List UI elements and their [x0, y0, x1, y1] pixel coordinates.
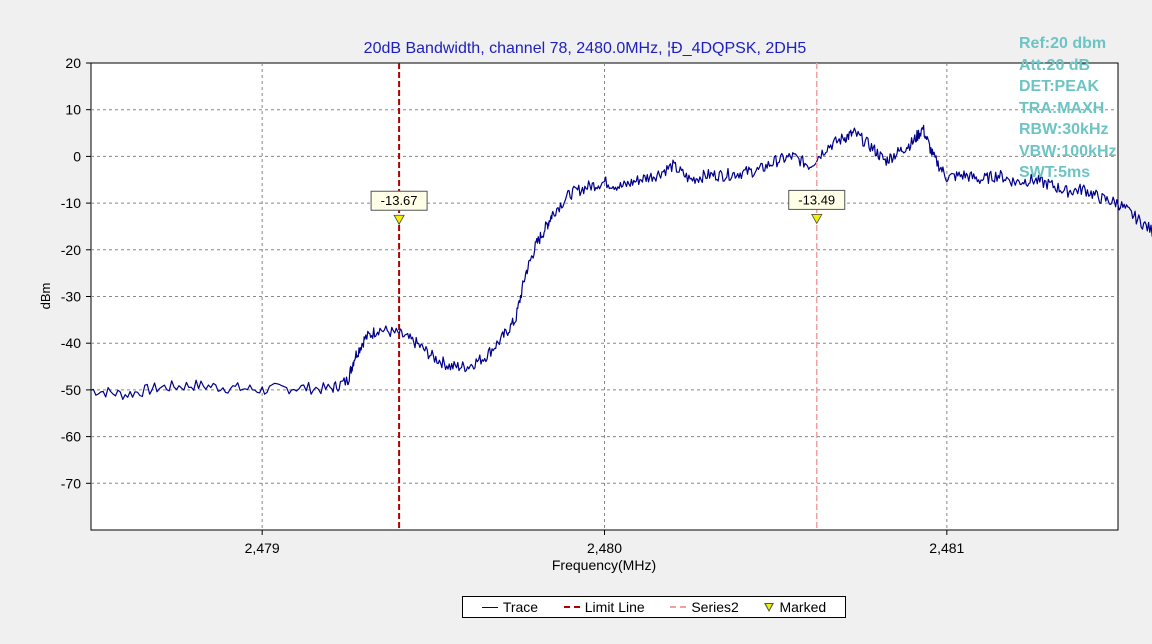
marker-triangle — [393, 214, 405, 226]
legend-swatch-series2 — [670, 606, 687, 608]
y-tick-label: -40 — [61, 335, 81, 351]
legend-label-series2: Series2 — [691, 599, 739, 615]
chart-title: 20dB Bandwidth, channel 78, 2480.0MHz, ¦… — [364, 40, 807, 57]
chart-legend: Trace Limit Line Series2 Marked — [462, 596, 846, 618]
markers: -13.67 -13.49 — [370, 189, 846, 226]
legend-swatch-limit-line — [563, 606, 580, 608]
y-tick-label: -50 — [61, 382, 81, 398]
y-tick-label: 20 — [65, 55, 81, 71]
y-axis-label: dBm — [38, 283, 53, 310]
marker-value-label: -13.67 — [381, 193, 418, 208]
legend-item-series2: Series2 — [670, 599, 739, 615]
y-tick-label: -70 — [61, 475, 81, 491]
vertical-lines — [398, 63, 818, 530]
y-tick-label: -20 — [61, 242, 81, 258]
trace-layer — [90, 124, 1152, 400]
x-tick-label: 2,480 — [587, 540, 622, 556]
x-axis-label: Frequency(MHz) — [552, 557, 656, 573]
y-tick-label: 0 — [73, 148, 81, 164]
marker-triangle — [811, 213, 823, 225]
sweep-time: SWT:5ms — [1019, 164, 1091, 181]
y-tick-label: -30 — [61, 289, 81, 305]
marker-callout-box — [370, 190, 428, 211]
y-tick-label: 10 — [65, 102, 81, 118]
analyzer-settings: Ref:20 dbm Att:20 dB DET:PEAK TRA:MAXH R… — [1019, 33, 1117, 184]
marker-triangle-icon — [764, 602, 775, 612]
y-tick-label: -10 — [61, 195, 81, 211]
legend-label-limit-line: Limit Line — [584, 599, 645, 615]
legend-label-marked: Marked — [779, 599, 827, 615]
x-tick-label: 2,479 — [245, 540, 280, 556]
ref-level: Ref:20 dbm — [1019, 35, 1107, 52]
plot-area — [90, 62, 1119, 531]
legend-item-limit-line: Limit Line — [563, 599, 645, 615]
legend-item-marked: Marked — [764, 599, 826, 615]
marker-callout-box — [788, 189, 846, 210]
marker-value-label: -13.49 — [798, 192, 835, 207]
legend-swatch-trace — [481, 606, 498, 608]
attenuation: Att:20 dB — [1019, 56, 1091, 74]
x-tick-label: 2,481 — [929, 540, 964, 556]
legend-item-trace: Trace — [481, 599, 539, 615]
vbw: VBW:100kHz — [1019, 142, 1117, 160]
axis-ticks: 20 10 0 -10 -20 -30 -40 -50 -60 -70 2,479 2,480 2,48… — [61, 55, 965, 556]
trace-mode: TRA:MAXH — [1019, 99, 1105, 117]
detector: DET:PEAK — [1019, 78, 1100, 95]
y-tick-label: -60 — [61, 429, 81, 445]
trace-series-line — [90, 124, 1152, 400]
rbw: RBW:30kHz — [1019, 121, 1109, 138]
legend-label-trace: Trace — [502, 599, 539, 615]
